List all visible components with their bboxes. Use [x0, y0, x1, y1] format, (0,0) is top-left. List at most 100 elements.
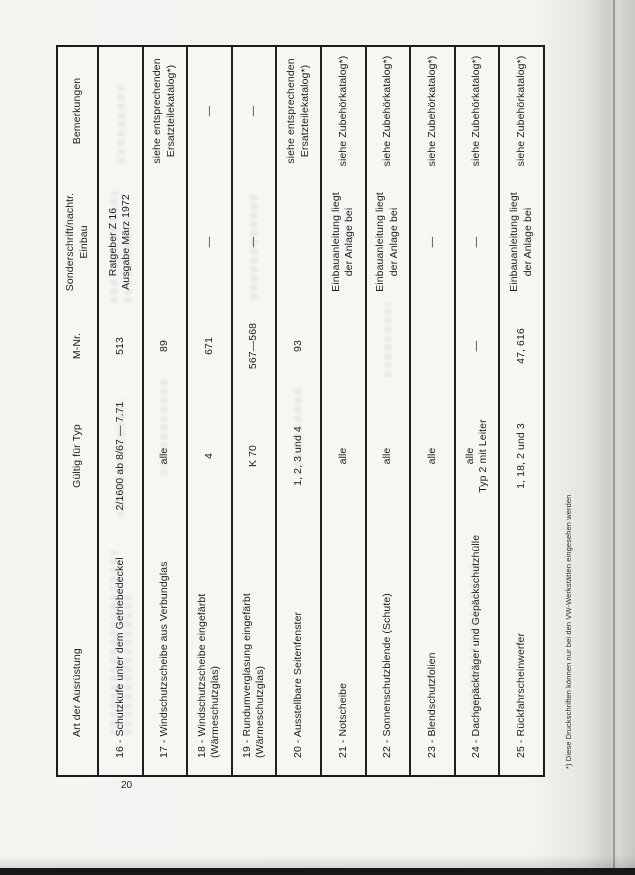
page-fold-edge — [613, 0, 615, 875]
header-label-line: Einbau — [77, 225, 90, 259]
cell-typ: K 70 — [233, 383, 276, 529]
cell-sonderschrift: — — [456, 175, 499, 309]
cell-art: 16 - Schutzkufe unter dem Getriebedeckel — [99, 529, 142, 775]
cell-mnr: — — [456, 309, 499, 383]
table-row: 17 - Windschutzscheibe aus Verbundglas al… — [141, 47, 187, 775]
header-label-line: Sonderschrift/nachtr. — [64, 192, 76, 292]
cell-text-line: (Wärmeschutzglas) — [209, 665, 222, 758]
cell-art: 25 - Rückfahrscheinwerfer — [500, 529, 543, 775]
cell-art: 17 - Windschutzscheibe aus Verbundglas — [144, 529, 187, 775]
scan-bottom-shade — [0, 855, 635, 869]
table-row: 22 - Sonnenschutzblende (Schute) alle Einb… — [364, 47, 410, 775]
cell-art: 18 - Windschutzscheibe eingefärbt (Wärmes… — [188, 529, 231, 775]
cell-text-line: Ersatzteilekatalog*) — [164, 64, 177, 158]
cell-typ: alle Typ 2 mit Leiter — [456, 383, 499, 529]
cell-bemerkungen: — — [233, 47, 276, 175]
footnote-area: *) Diese Druckschriften können nur bei d… — [557, 45, 579, 777]
cell-text-line: — — [202, 236, 215, 248]
cell-text-line: — — [202, 105, 215, 117]
cell-text-line: siehe Zubehörkatalog*) — [470, 55, 483, 167]
cell-text-line: 89 — [158, 340, 171, 352]
cell-sonderschrift: Einbauanleitung liegt der Anlage bei — [322, 175, 365, 309]
cell-bemerkungen — [99, 47, 142, 175]
cell-text-line: 513 — [113, 337, 126, 355]
cell-text-line: der Anlage bei — [387, 207, 400, 277]
cell-text-line: Typ 2 mit Leiter — [477, 419, 490, 493]
header-label-line: Gültig für Typ — [70, 424, 83, 488]
column-header-typ: Gültig für Typ — [58, 383, 97, 529]
cell-sonderschrift — [144, 175, 187, 309]
cell-text-line: Ersatzteilekatalog*) — [298, 64, 311, 158]
column-header-bemerkungen: Bemerkungen — [58, 47, 97, 175]
cell-text-line: Einbauanleitung liegt — [329, 192, 342, 292]
cell-typ: 1, 2, 3 und 4 — [277, 383, 320, 529]
header-label-line: Bemerkungen — [70, 77, 83, 145]
table-row: 21 - Notscheibe alle Einbauanleitung liegt… — [319, 47, 365, 775]
cell-text-line: alle — [336, 447, 349, 465]
cell-text-line: — — [470, 340, 483, 352]
cell-text-line: siehe Zubehörkatalog*) — [514, 55, 527, 167]
cell-text-line: der Anlage bei — [343, 207, 356, 277]
table-row: 20 - Ausstellbare Seitenfenster 1, 2, 3 u… — [275, 47, 320, 775]
cell-text-line: 567—568 — [247, 322, 260, 370]
cell-text-line: (Wärmeschutzglas) — [254, 665, 267, 758]
cell-art: 24 - Dachgepäckträger und Gepäckschutzhü… — [456, 529, 499, 775]
column-header-art: Art der Ausrüstung — [58, 529, 97, 775]
cell-text-line: Ausgabe März 1972 — [120, 194, 133, 290]
cell-mnr: 89 — [144, 309, 187, 383]
cell-bemerkungen: siehe Zubehörkatalog*) — [456, 47, 499, 175]
cell-text-line: — — [247, 236, 260, 248]
cell-art: 23 - Blendschutzfolien — [411, 529, 454, 775]
table-row: 25 - Rückfahrscheinwerfer 1, 18, 2 und 3 4… — [498, 47, 543, 775]
cell-sonderschrift: — — [411, 175, 454, 309]
cell-mnr: 513 — [99, 309, 142, 383]
cell-typ: alle — [322, 383, 365, 529]
cell-text-line: 671 — [202, 337, 215, 355]
cell-sonderschrift: Einbauanleitung liegt der Anlage bei — [500, 175, 543, 309]
table-row: 24 - Dachgepäckträger und Gepäckschutzhü… — [453, 47, 499, 775]
cell-typ: alle — [411, 383, 454, 529]
header-label-line: M-Nr. — [70, 332, 83, 360]
cell-text-line: siehe Zubehörkatalog*) — [336, 55, 349, 167]
table-body: 16 - Schutzkufe unter dem Getriebedeckel… — [99, 47, 543, 775]
cell-text-line: 1, 18, 2 und 3 — [514, 423, 527, 489]
cell-art: 21 - Notscheibe — [322, 529, 365, 775]
cell-art: 19 - Rundumverglasung eingefärbt (Wärmesc… — [233, 529, 276, 775]
cell-sonderschrift — [277, 175, 320, 309]
cell-sonderschrift: Einbauanleitung liegt der Anlage bei — [367, 175, 410, 309]
table-row: 18 - Windschutzscheibe eingefärbt (Wärmes… — [186, 47, 231, 775]
cell-text-line: alle — [463, 447, 476, 465]
cell-bemerkungen: — — [188, 47, 231, 175]
cell-text-line: der Anlage bei — [521, 207, 534, 277]
cell-text-line: 22 - Sonnenschutzblende (Schute) — [381, 593, 394, 758]
cell-text-line: 2/1600 ab 8/67 — 7.71 — [113, 401, 126, 511]
cell-typ: 1, 18, 2 und 3 — [500, 383, 543, 529]
cell-mnr: 47, 616 — [500, 309, 543, 383]
cell-mnr: 671 — [188, 309, 231, 383]
cell-typ: 4 — [188, 383, 231, 529]
table-row: 16 - Schutzkufe unter dem Getriebedeckel… — [99, 47, 142, 775]
cell-text-line: 4 — [202, 453, 215, 459]
cell-text-line: alle — [381, 447, 394, 465]
cell-text-line: 25 - Rückfahrscheinwerfer — [514, 632, 527, 758]
cell-text-line: 93 — [291, 340, 304, 352]
cell-typ: alle — [144, 383, 187, 529]
cell-mnr — [322, 309, 365, 383]
cell-sonderschrift: — — [233, 175, 276, 309]
cell-text-line: K 70 — [247, 445, 260, 467]
cell-text-line: siehe entsprechenden — [285, 58, 298, 164]
cell-art: 22 - Sonnenschutzblende (Schute) — [367, 529, 410, 775]
cell-text-line: — — [425, 236, 438, 248]
rotated-table-area: Art der Ausrüstung Gültig für Typ M-Nr. Son… — [56, 45, 545, 777]
footnote: *) Diese Druckschriften können nur bei d… — [563, 494, 573, 769]
cell-text-line: Einbauanleitung liegt — [374, 192, 387, 292]
cell-text-line: alle — [425, 447, 438, 465]
cell-text-line: 17 - Windschutzscheibe aus Verbundglas — [158, 561, 171, 758]
equipment-table: Art der Ausrüstung Gültig für Typ M-Nr. Son… — [56, 45, 545, 777]
cell-mnr — [367, 309, 410, 383]
cell-text-line: siehe Zubehörkatalog*) — [381, 55, 394, 167]
cell-bemerkungen: siehe entsprechenden Ersatzteilekatalog*) — [277, 47, 320, 175]
cell-text-line: 18 - Windschutzscheibe eingefärbt — [195, 593, 208, 758]
cell-text-line: — — [470, 236, 483, 248]
